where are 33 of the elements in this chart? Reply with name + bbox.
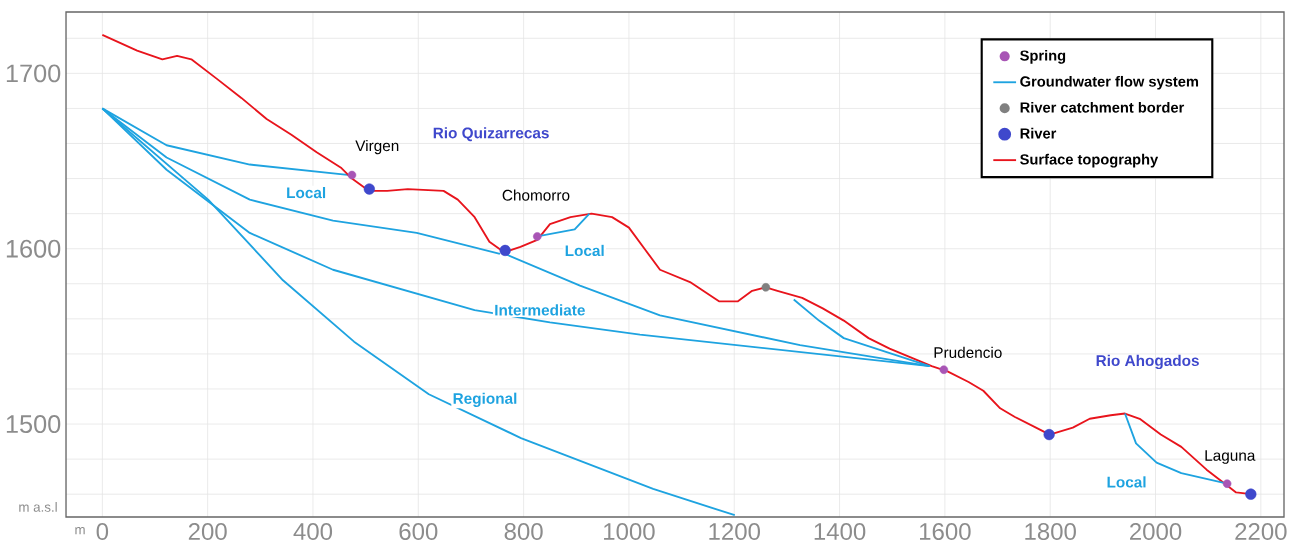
x-tick-label: 400 <box>293 523 333 541</box>
annotation: Local <box>287 186 326 199</box>
x-tick-label: 1400 <box>814 523 866 541</box>
annotation: Local <box>565 244 604 257</box>
y-tick-label: 1700 <box>6 64 61 83</box>
x-tick-label: 2000 <box>1130 523 1182 541</box>
annotation: Intermediate <box>495 304 585 316</box>
annotation: Rio Quizarrecas <box>433 127 549 142</box>
x-tick-label: 1000 <box>604 523 655 541</box>
annotation: Laguna <box>1205 450 1256 464</box>
y-tick-label: 1500 <box>6 415 61 434</box>
x-tick-label: 1600 <box>920 523 971 541</box>
x-tick-label: 0 <box>96 523 109 541</box>
x-tick-label: 1200 <box>709 523 760 541</box>
legend-label: Groundwater flow system <box>1020 75 1199 90</box>
annotation: Regional <box>453 392 517 407</box>
x-tick-label: 200 <box>188 523 227 541</box>
legend-label: Spring <box>1020 49 1066 64</box>
x-tick-label: 2200 <box>1235 523 1287 541</box>
annotation: Virgen <box>355 139 399 155</box>
legend-label: Surface topography <box>1020 153 1159 168</box>
y-tick-label: 1600 <box>6 239 61 258</box>
x-tick-label: 1800 <box>1025 523 1076 541</box>
legend-label: River catchment border <box>1020 101 1185 113</box>
annotation: Rio Ahogados <box>1096 354 1199 370</box>
y-axis-title: m a.s.l <box>19 501 57 512</box>
annotation: Prudencio <box>934 346 1002 358</box>
annotation: Local <box>1107 476 1146 488</box>
x-tick-label: 600 <box>399 523 438 541</box>
x-axis-title: m <box>75 527 85 535</box>
annotation: Chomorro <box>502 189 570 201</box>
legend-label: River <box>1020 127 1057 139</box>
x-tick-label: 800 <box>504 523 543 541</box>
